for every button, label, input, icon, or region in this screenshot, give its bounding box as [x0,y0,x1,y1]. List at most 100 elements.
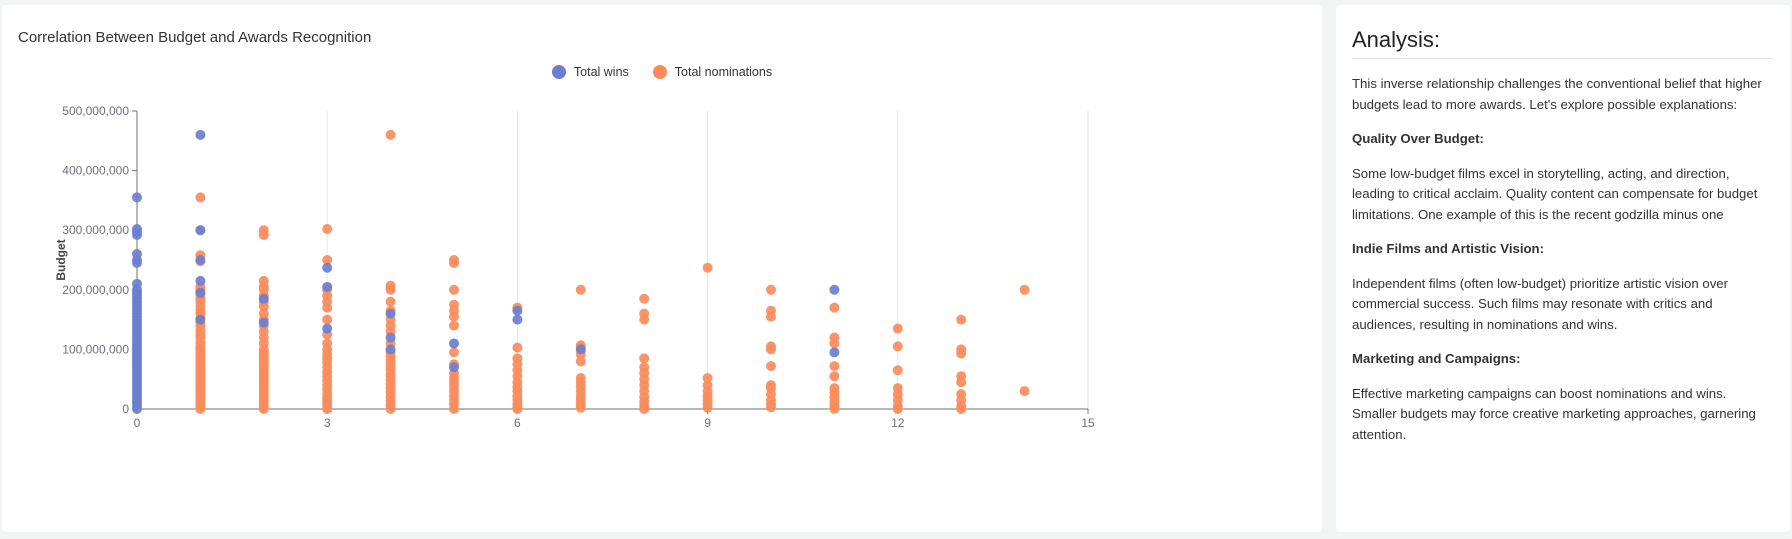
x-tick-label: 3 [324,416,331,430]
nominations-point [512,404,523,414]
nominations-point [575,356,586,367]
nominations-point [385,404,396,414]
analysis-heading: Quality Over Budget: [1352,131,1484,146]
nominations-point [639,404,650,414]
nominations-point [195,192,206,203]
nominations-point [892,323,903,334]
nominations-point [829,361,840,372]
analysis-panel: Analysis: This inverse relationship chal… [1336,5,1790,532]
nominations-point [766,284,776,295]
nominations-point [575,284,586,295]
legend-label-nominations: Total nominations [674,65,773,79]
wins-point [385,344,396,355]
analysis-paragraph: This inverse relationship challenges the… [1352,76,1762,112]
nominations-point [892,341,903,352]
wins-point [829,347,840,358]
y-tick-label: 0 [122,402,129,416]
x-tick-label: 12 [891,416,905,430]
wins-point [258,293,269,304]
nominations-point [575,402,586,413]
y-axis-label: Budget [54,239,68,280]
wins-point [322,281,333,292]
nominations-point [449,284,459,295]
wins-point [195,287,206,298]
nominations-point [449,404,459,414]
wins-point [258,317,269,328]
x-tick-label: 15 [1081,416,1095,430]
legend-dot-nominations [652,65,667,79]
nominations-point [892,365,903,376]
nominations-point [639,353,650,364]
nominations-point [258,404,269,414]
y-tick-label: 100,000,000 [62,342,129,356]
wins-point [132,229,142,240]
y-tick-label: 300,000,000 [62,223,129,237]
nominations-point [639,293,650,304]
legend-dot-wins [551,65,566,79]
wins-point [195,255,206,265]
nominations-point [956,377,967,388]
wins-point [449,338,459,349]
scatter-plot: 0 3 6 9 12 15 0 100,000,000 200,000,000 300,000,0… [54,104,1095,430]
analysis-paragraph: Some low-budget films excel in storytell… [1352,165,1758,222]
wins-point [195,314,206,325]
wins-point [132,257,142,268]
x-tick-label: 6 [514,416,521,430]
analysis-heading: Indie Films and Artistic Vision: [1352,241,1544,256]
wins-point [132,192,142,203]
chart-title: Correlation Between Budget and Awards Re… [18,29,372,46]
chart-legend: Total wins Total nominations [2,65,1322,79]
nominations-point [449,257,459,268]
wins-point [449,362,459,373]
analysis-heading: Marketing and Campaigns: [1352,351,1521,366]
nominations-point [829,302,840,313]
wins-point [132,404,142,414]
wins-point [195,225,206,236]
nominations-point [766,311,776,322]
wins-point [385,332,396,343]
nominations-point [385,129,396,140]
nominations-point [385,284,396,295]
nominations-point [766,402,776,413]
nominations-point [766,344,776,355]
nominations-point [1019,284,1030,295]
nominations-point [1019,386,1030,397]
wins-point [385,308,396,319]
nominations-point [258,229,269,240]
nominations-point [449,347,459,358]
wins-point [512,305,523,316]
wins-point [195,129,206,140]
nominations-point [892,404,903,414]
wins-point [512,314,523,325]
nominations-point [512,342,523,353]
nominations-point [702,262,713,273]
analysis-body: This inverse relationship challenges the… [1352,74,1770,459]
nominations-point [956,404,967,414]
nominations-point [702,402,713,413]
nominations-point [322,224,333,235]
chart-card: Correlation Between Budget and Awards Re… [2,5,1322,532]
nominations-point [702,373,713,384]
y-tick-label: 500,000,000 [62,104,129,118]
nominations-point [322,255,333,265]
nominations-point [449,311,459,322]
nominations-point [766,361,776,372]
analysis-divider [1352,58,1772,59]
wins-point [829,284,840,295]
nominations-point [449,320,459,331]
nominations-point [829,404,840,414]
nominations-point [322,314,333,325]
y-tick-label: 400,000,000 [62,164,129,178]
y-tick-label: 200,000,000 [62,283,129,297]
legend-item-nominations[interactable]: Total nominations [652,65,773,79]
legend-item-wins[interactable]: Total wins [551,65,629,79]
legend-label-wins: Total wins [573,65,629,79]
nominations-point [829,338,840,349]
nominations-point [322,302,333,313]
x-tick-label: 9 [704,416,711,430]
nominations-point [258,301,269,312]
analysis-paragraph: Effective marketing campaigns can boost … [1352,385,1756,442]
x-tick-label: 0 [134,416,141,430]
nominations-point [195,404,206,414]
analysis-paragraph: Independent films (often low-budget) pri… [1352,275,1729,332]
